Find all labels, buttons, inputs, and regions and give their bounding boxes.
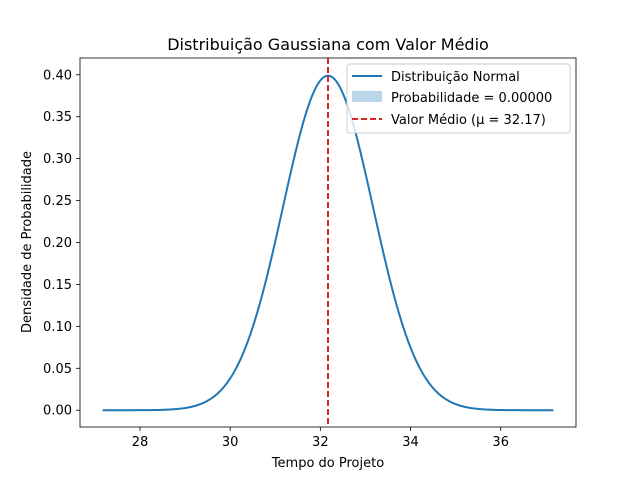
legend-label-normal-distribution: Distribuição Normal [391, 70, 520, 85]
y-tick-label: 0.30 [43, 152, 72, 167]
x-tick-label: 30 [222, 435, 239, 450]
plot-area [102, 58, 554, 427]
chart-title: Distribuição Gaussiana com Valor Médio [167, 35, 489, 54]
x-tick-label: 34 [402, 435, 419, 450]
y-axis-label: Densidade de Probabilidade [20, 151, 35, 333]
x-tick-label: 32 [312, 435, 329, 450]
legend-swatch-probability [352, 91, 382, 102]
y-tick-label: 0.15 [43, 278, 72, 293]
y-axis-ticks: 0.00 0.05 0.10 0.15 0.20 0.25 0.30 0.35 0.40 [43, 68, 80, 419]
x-axis-ticks: 28 30 32 34 36 [132, 427, 509, 450]
series-line-normal-distribution [102, 74, 554, 412]
y-tick-label: 0.40 [43, 68, 72, 83]
legend: Distribuição Normal Probabilidade = 0.00… [346, 63, 571, 134]
x-tick-label: 28 [132, 435, 149, 450]
x-tick-label: 36 [492, 435, 509, 450]
y-tick-label: 0.35 [43, 110, 72, 125]
legend-box [346, 63, 571, 134]
y-tick-label: 0.25 [43, 194, 72, 209]
y-tick-label: 0.10 [43, 320, 72, 335]
axes-frame [79, 57, 577, 428]
y-tick-label: 0.20 [43, 236, 72, 251]
y-tick-label: 0.05 [43, 362, 72, 377]
y-tick-label: 0.00 [43, 404, 72, 419]
legend-label-probability: Probabilidade = 0.00000 [391, 91, 552, 106]
x-axis-label: Tempo do Projeto [271, 456, 384, 471]
legend-label-mean-line: Valor Médio (μ = 32.17) [391, 113, 546, 128]
